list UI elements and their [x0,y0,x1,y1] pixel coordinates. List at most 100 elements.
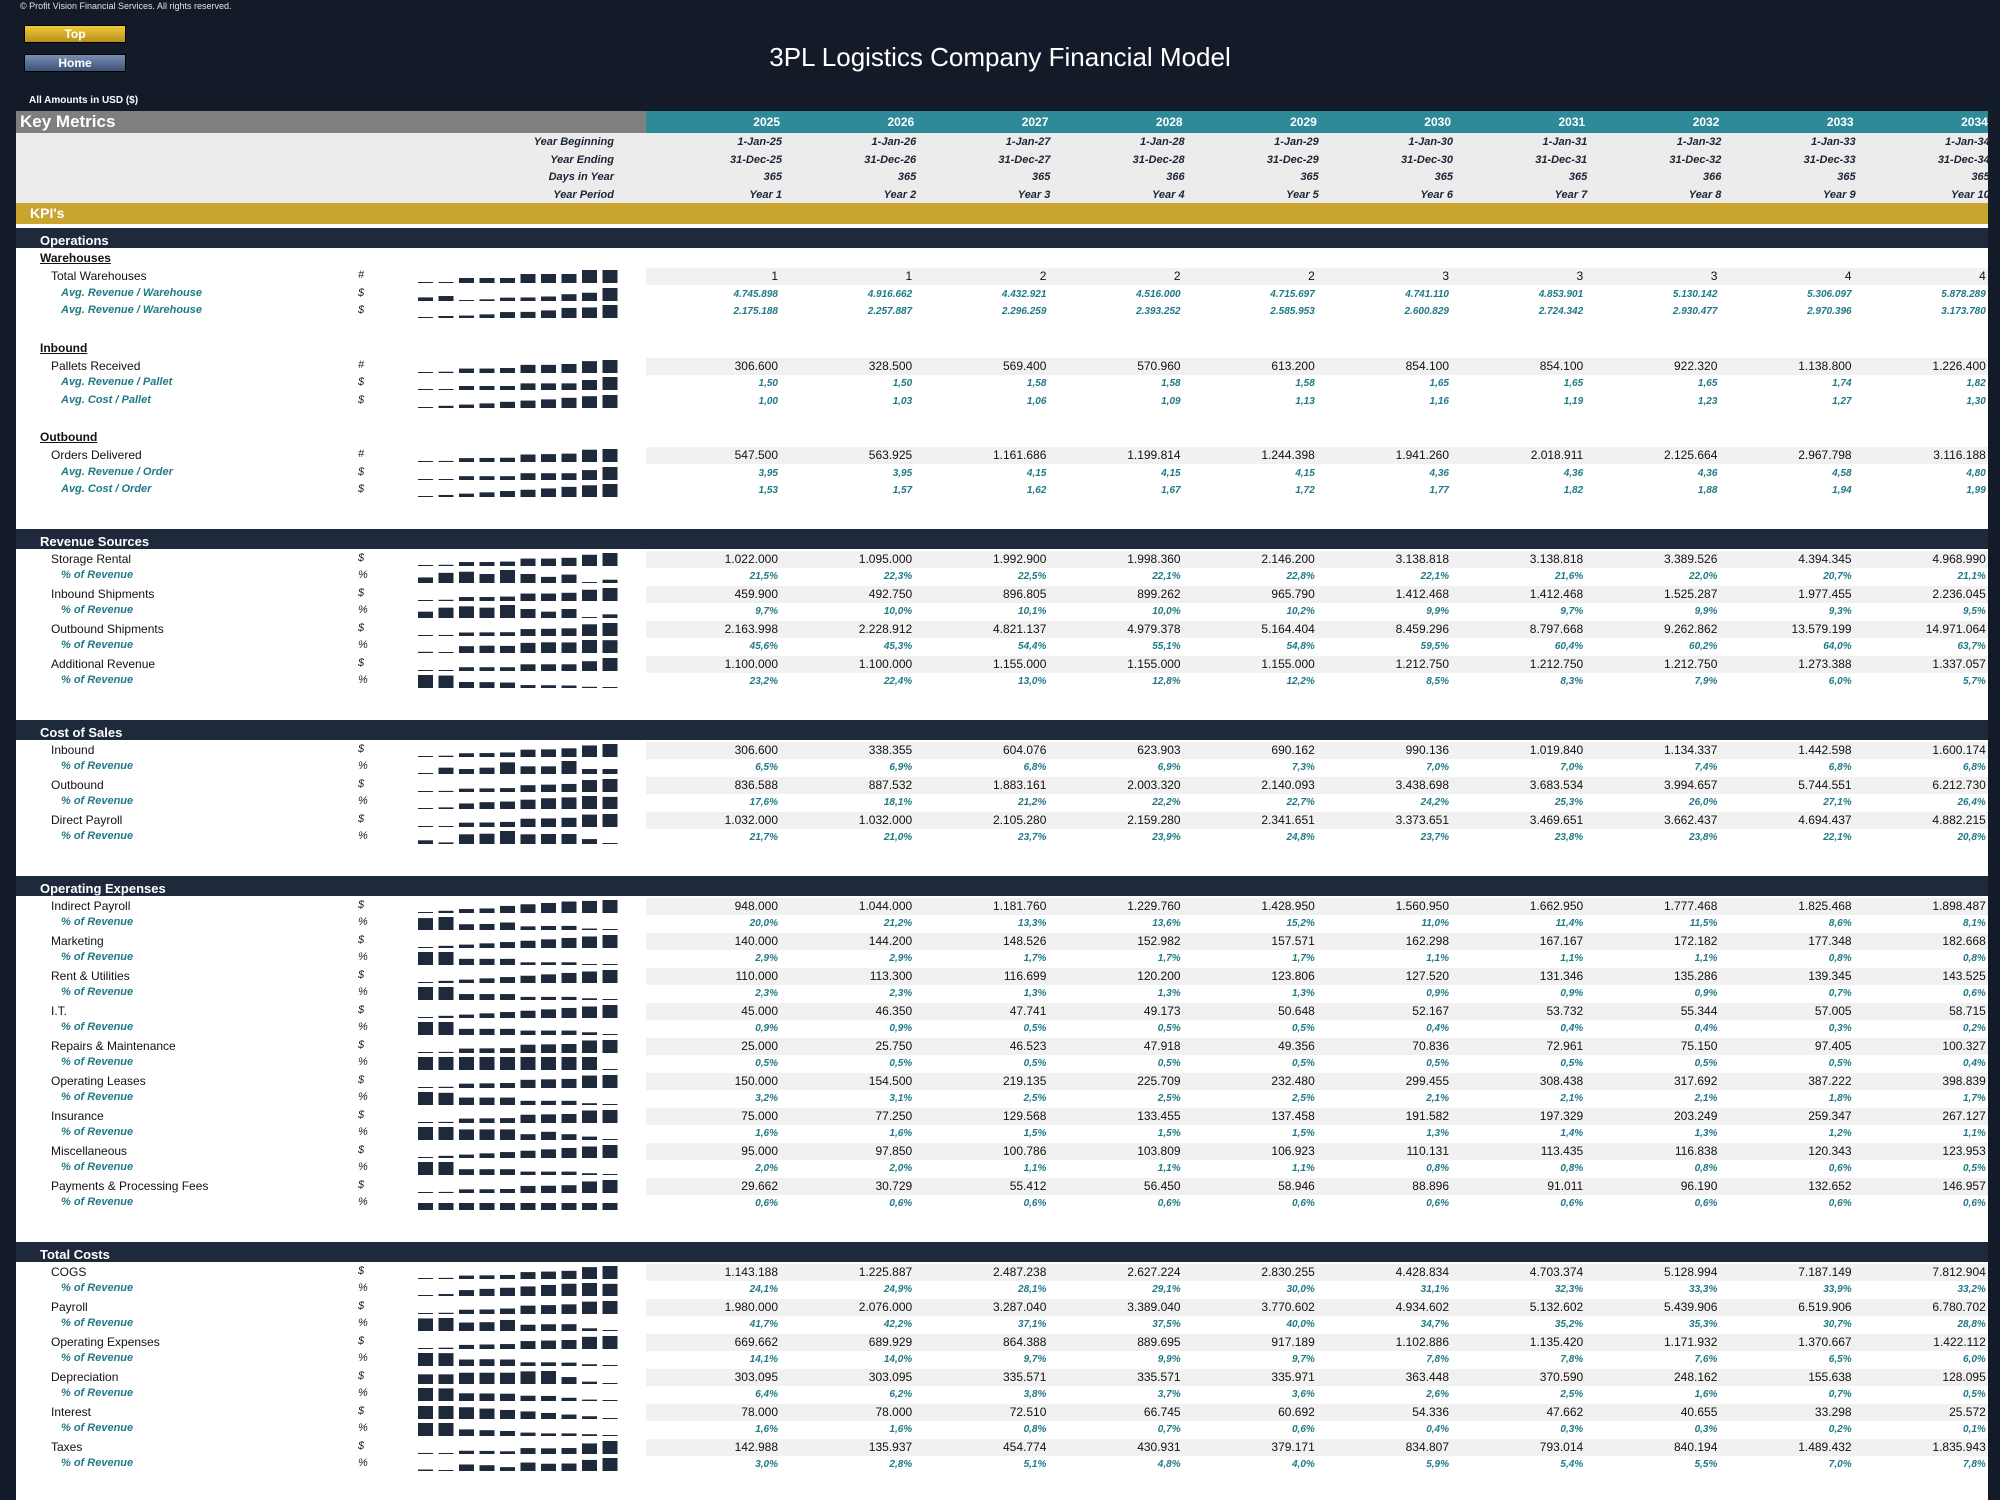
values-cell: 78.000 78.000 72.510 66.745 60.692 54.336 47.6… [646,1403,1988,1421]
spark-bar [561,1303,577,1314]
value-cell: 1,3% [1694,1128,1718,1139]
spark-bar [438,460,454,462]
value-cell: 7,0% [1828,1459,1852,1470]
unit-label: % [358,795,368,807]
period-label: Year Period [553,188,614,201]
spark-bar [541,1463,556,1471]
value-cell: 899.262 [1137,586,1181,601]
value-cell: 1,6% [889,1424,913,1435]
value-cell: 66.745 [1143,1404,1181,1419]
row-label: Avg. Revenue / Warehouse [61,304,203,316]
home-button[interactable]: Home [24,54,126,72]
sparkline-cell [416,465,631,482]
unit-label: # [358,448,365,460]
sparkline [418,552,618,566]
page-title: 3PL Logistics Company Financial Model [769,42,1231,72]
top-button[interactable]: Top [24,25,126,43]
value-cell: 1,7% [1963,1093,1986,1104]
value-cell: 1.161.686 [993,448,1047,462]
data-row: % of Revenue% 23,2% 22,4% 13,0% 12,8% 12,2% 8,… [16,673,1988,690]
section-header: Total Costs [16,1241,1988,1262]
period-label: Days in Year [548,171,614,183]
value-cell: 0,1% [1963,1424,1986,1435]
values-cell: 6,4% 6,2% 3,8% 3,7% 3,6% 2,6% 2,5% 1,6% 0,7% 0,5% [646,1386,1988,1403]
value-cell: 1.412.468 [1395,586,1449,601]
spark-bar [438,494,454,497]
value-cell: 5.878.289 [1941,288,1986,300]
spark-bar [561,747,577,757]
spark-bar [500,386,515,390]
spark-bar [602,1174,618,1175]
value-cell: 1,1% [1694,953,1718,964]
spark-bar [459,666,474,671]
value-cell: 3,6% [1292,1389,1315,1400]
value-cell: 4.882.215 [1932,812,1986,827]
sparkline-cell [416,915,631,932]
value-cell: 50.648 [1278,1003,1315,1018]
spark-bar [520,1271,536,1279]
spark-bar [582,1364,597,1366]
row-label: % of Revenue [61,1422,134,1434]
spark-bar [582,814,597,827]
period-value: 31-Dec-27 [998,153,1051,166]
spark-bar [561,817,577,827]
value-cell: 1,06 [1026,395,1047,407]
value-cell: 5.128.994 [1664,1264,1718,1279]
sparkline-cell [416,375,631,392]
data-row: Outbound Shipments $2.163.998 2.228.912 4.8… [16,620,1988,638]
spark-bar [438,634,454,636]
period-value: 1-Jan-31 [1542,136,1588,148]
unit-label: $ [358,1404,365,1417]
value-cell: 9.262.862 [1664,621,1718,636]
value-cell: 2.393.252 [1136,306,1181,317]
value-cell: 459.900 [734,586,778,601]
value-cell: 3,95 [758,467,778,479]
spark-bar [459,1290,474,1296]
row-label: Storage Rental [51,551,132,566]
unit-label: $ [358,933,365,946]
value-cell: 24,9% [883,1284,913,1295]
spark-bar [438,1022,454,1035]
spark-bar [500,682,515,688]
unit-label: $ [358,286,365,299]
row-label: Total Warehouses [51,269,147,283]
value-cell: 0,5% [1963,1389,1986,1400]
value-cell: 55,1% [1152,641,1181,652]
spark-bar [479,278,495,283]
period-value: 31-Dec-30 [1401,153,1453,166]
spark-bar [561,609,577,618]
value-cell: 1.199.814 [1127,448,1181,462]
spark-bar [520,940,536,948]
spark-bar [520,663,536,671]
spark-bar [418,1312,433,1314]
value-cell: 3 [1442,269,1449,283]
value-cell: 2,9% [889,953,913,964]
sparkline [418,761,618,774]
value-cell: 128.095 [1942,1369,1986,1384]
row-label: Payroll [51,1299,88,1314]
spark-bar [500,596,515,601]
spark-bar [459,1083,474,1088]
spark-bar [459,788,474,792]
value-cell: 1,2% [1828,1128,1852,1139]
spark-bar [438,987,454,1000]
value-cell: 2 [1308,269,1315,283]
value-cell: 0,8% [1963,953,1986,964]
value-cell: 1,8% [1828,1093,1852,1104]
spark-bar [541,593,556,601]
sparkline-cell [416,1386,631,1403]
value-cell: 1,94 [1832,485,1852,496]
spark-bar [602,449,618,462]
value-cell: 9,9% [1157,1354,1181,1365]
spark-bar [541,1148,556,1158]
value-cell: 7.812.904 [1932,1264,1986,1279]
value-cell: 25,3% [1554,797,1584,808]
value-cell: 2.830.255 [1261,1264,1315,1279]
spark-bar [500,645,515,653]
value-cell: 4,80 [1966,467,1986,479]
value-cell: 28,8% [1957,1319,1986,1330]
sparkline-cell [416,1299,631,1316]
sparkline-cell [416,898,631,915]
spark-bar [459,475,474,480]
values-cell: 0,6% 0,6% 0,6% 0,6% 0,6% 0,6% 0,6% 0,6% 0,6% 0,6% [646,1195,1988,1212]
